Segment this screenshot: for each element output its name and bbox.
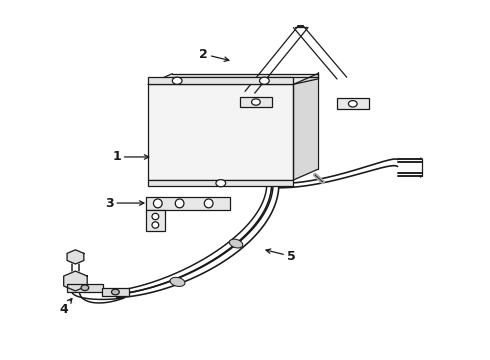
Circle shape: [216, 180, 225, 187]
Bar: [67, 284, 103, 292]
Ellipse shape: [170, 277, 185, 287]
Ellipse shape: [152, 213, 159, 220]
Bar: [148, 77, 294, 84]
Circle shape: [348, 100, 357, 107]
Ellipse shape: [229, 239, 243, 248]
Text: 4: 4: [59, 298, 72, 316]
Text: 2: 2: [199, 48, 229, 61]
Circle shape: [251, 99, 260, 105]
Ellipse shape: [175, 199, 184, 208]
Ellipse shape: [204, 199, 213, 208]
Ellipse shape: [81, 285, 89, 291]
Polygon shape: [64, 271, 87, 291]
Text: 5: 5: [266, 249, 295, 263]
Polygon shape: [67, 250, 84, 264]
Bar: [240, 97, 271, 107]
Bar: [146, 197, 230, 210]
Bar: [148, 180, 294, 186]
Bar: [148, 84, 294, 180]
Text: 3: 3: [105, 197, 144, 210]
Bar: [337, 99, 368, 109]
Ellipse shape: [112, 289, 119, 295]
Bar: [102, 288, 129, 296]
Circle shape: [172, 77, 182, 84]
Ellipse shape: [153, 199, 162, 208]
Polygon shape: [294, 74, 318, 180]
Bar: [146, 210, 165, 231]
Text: 1: 1: [112, 150, 149, 163]
Polygon shape: [148, 74, 318, 84]
Ellipse shape: [152, 222, 159, 228]
Circle shape: [260, 77, 269, 84]
